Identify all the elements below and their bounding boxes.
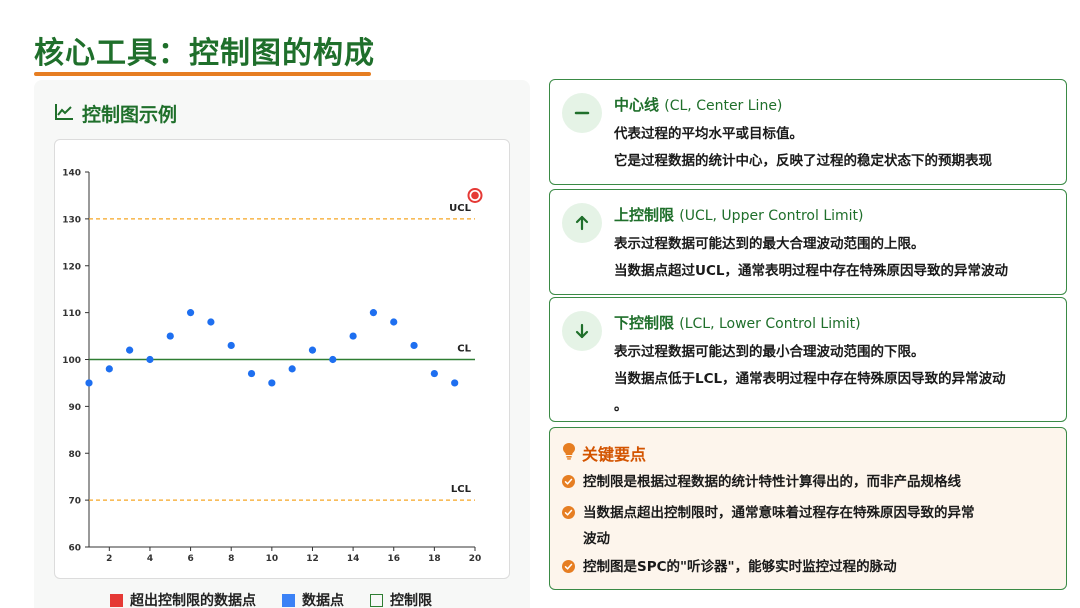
card-line: 表示过程数据可能达到的最小合理波动范围的下限。 (614, 344, 925, 360)
key-point-line: 波动 (583, 531, 610, 547)
card-upper-control-limit: 上控制限 (UCL, Upper Control Limit) 表示过程数据可能… (549, 189, 1067, 295)
card-title-cn: 下控制限 (614, 314, 675, 332)
card-title: 中心线 (CL, Center Line) (614, 94, 782, 115)
chart-panel-header: 控制图示例 (54, 100, 177, 127)
y-tick-label: 90 (68, 403, 81, 413)
x-tick-label: 16 (387, 554, 400, 564)
data-point (369, 309, 378, 317)
key-points-header: 关键要点 (562, 441, 646, 465)
card-title-en: (LCL, Lower Control Limit) (679, 316, 861, 332)
card-line: 当数据点低于LCL，通常表明过程中存在特殊原因导致的异常波动 (614, 371, 1006, 387)
legend-label: 控制限 (390, 593, 432, 608)
data-point (329, 355, 337, 364)
x-tick-label: 6 (187, 554, 193, 564)
y-tick-label: 130 (62, 215, 81, 225)
legend-swatch-blue (282, 593, 295, 607)
line-chart-icon (54, 103, 74, 125)
key-point-text: 控制限是根据过程数据的统计特性计算得出的，而非产品规格线 (583, 469, 961, 495)
data-point (85, 379, 93, 387)
minus-icon (562, 93, 602, 133)
x-tick-label: 12 (306, 554, 319, 564)
check-circle-icon (562, 560, 575, 573)
key-point-line: 控制图是SPC的"听诊器"，能够实时监控过程的脉动 (583, 559, 897, 575)
control-chart: 60 70 80 90 100 110 120 130 140 2 4 6 8 10 12 14 16 18 20 U… (54, 139, 510, 579)
card-title: 上控制限 (UCL, Upper Control Limit) (614, 204, 864, 225)
arrow-down-icon (562, 311, 602, 351)
data-point (166, 332, 174, 340)
legend-item-control-limit: 控制限 (370, 590, 432, 608)
card-title: 下控制限 (LCL, Lower Control Limit) (614, 312, 861, 333)
card-line: 当数据点超过UCL，通常表明过程中存在特殊原因导致的异常波动 (614, 263, 1008, 279)
card-title-en: (CL, Center Line) (664, 98, 783, 114)
data-point (186, 309, 195, 317)
data-point (308, 346, 317, 354)
y-tick-label: 110 (62, 309, 81, 319)
key-point-item: 控制限是根据过程数据的统计特性计算得出的，而非产品规格线 (562, 469, 961, 495)
y-tick-label: 100 (62, 356, 81, 366)
data-point (105, 365, 113, 373)
key-point-line: 控制限是根据过程数据的统计特性计算得出的，而非产品规格线 (583, 474, 961, 490)
data-point (349, 332, 357, 340)
legend-swatch-green-outline (370, 593, 383, 607)
card-line: 它是过程数据的统计中心，反映了过程的稳定状态下的预期表现 (614, 153, 992, 169)
title-underline (34, 72, 371, 76)
x-tick-label: 14 (347, 554, 360, 564)
arrow-up-icon (562, 203, 602, 243)
y-tick-label: 70 (68, 497, 81, 507)
x-tick-label: 10 (266, 554, 279, 564)
y-tick-label: 140 (62, 169, 81, 179)
key-points-panel: 关键要点 控制限是根据过程数据的统计特性计算得出的，而非产品规格线 当数据点超出… (549, 427, 1067, 590)
check-circle-icon (562, 475, 575, 488)
legend-swatch-red (110, 593, 123, 607)
data-point (268, 379, 276, 387)
key-point-item: 当数据点超出控制限时，通常意味着过程存在特殊原因导致的异常 波动 (562, 500, 975, 552)
card-title-en: (UCL, Upper Control Limit) (679, 208, 864, 224)
key-point-item: 控制图是SPC的"听诊器"，能够实时监控过程的脉动 (562, 554, 897, 580)
page-title: 核心工具：控制图的构成 (34, 36, 375, 71)
x-tick-label: 2 (106, 554, 112, 564)
chart-legend: 超出控制限的数据点 数据点 控制限 (110, 590, 432, 608)
card-center-line: 中心线 (CL, Center Line) 代表过程的平均水平或目标值。 它是过… (549, 79, 1067, 185)
key-point-text: 控制图是SPC的"听诊器"，能够实时监控过程的脉动 (583, 554, 897, 580)
x-tick-label: 8 (228, 554, 234, 564)
data-point (390, 318, 398, 326)
data-point (146, 355, 154, 364)
data-point (410, 341, 418, 350)
control-line-label: CL (457, 344, 471, 355)
check-circle-icon (562, 506, 575, 519)
card-line: 代表过程的平均水平或目标值。 (614, 126, 803, 142)
data-point (207, 318, 215, 326)
legend-label: 数据点 (302, 593, 344, 608)
data-point (451, 379, 459, 387)
y-tick-label: 60 (68, 544, 81, 554)
y-tick-label: 80 (68, 450, 81, 460)
chart-panel-title: 控制图示例 (82, 104, 178, 126)
data-point (430, 369, 438, 378)
key-point-line: 当数据点超出控制限时，通常意味着过程存在特殊原因导致的异常 (583, 505, 975, 521)
control-chart-svg: 60 70 80 90 100 110 120 130 140 2 4 6 8 10 12 14 16 18 20 U… (62, 169, 483, 564)
data-point (227, 341, 235, 350)
data-point (247, 369, 256, 378)
legend-item-out-of-limit: 超出控制限的数据点 (110, 590, 256, 608)
control-line-label: LCL (451, 484, 472, 495)
legend-label: 超出控制限的数据点 (130, 593, 256, 608)
outlier-point (471, 191, 479, 200)
x-tick-label: 18 (428, 554, 441, 564)
control-line-label: UCL (449, 203, 471, 214)
card-title-cn: 中心线 (614, 96, 660, 114)
card-line: 。 (614, 398, 628, 414)
card-lower-control-limit: 下控制限 (LCL, Lower Control Limit) 表示过程数据可能… (549, 297, 1067, 422)
y-tick-label: 120 (62, 262, 81, 272)
x-tick-label: 4 (147, 554, 153, 564)
data-point (288, 365, 296, 373)
card-line: 表示过程数据可能达到的最大合理波动范围的上限。 (614, 236, 925, 252)
key-point-text: 当数据点超出控制限时，通常意味着过程存在特殊原因导致的异常 波动 (583, 500, 975, 552)
lightbulb-icon (562, 442, 576, 464)
legend-item-data-point: 数据点 (282, 590, 344, 608)
chart-panel: 控制图示例 60 70 80 90 100 110 120 130 140 2 4 6 8 10 12 14 1… (34, 80, 530, 608)
card-title-cn: 上控制限 (614, 206, 675, 224)
x-tick-label: 20 (469, 554, 482, 564)
key-points-title: 关键要点 (582, 445, 647, 464)
data-point (126, 346, 134, 354)
